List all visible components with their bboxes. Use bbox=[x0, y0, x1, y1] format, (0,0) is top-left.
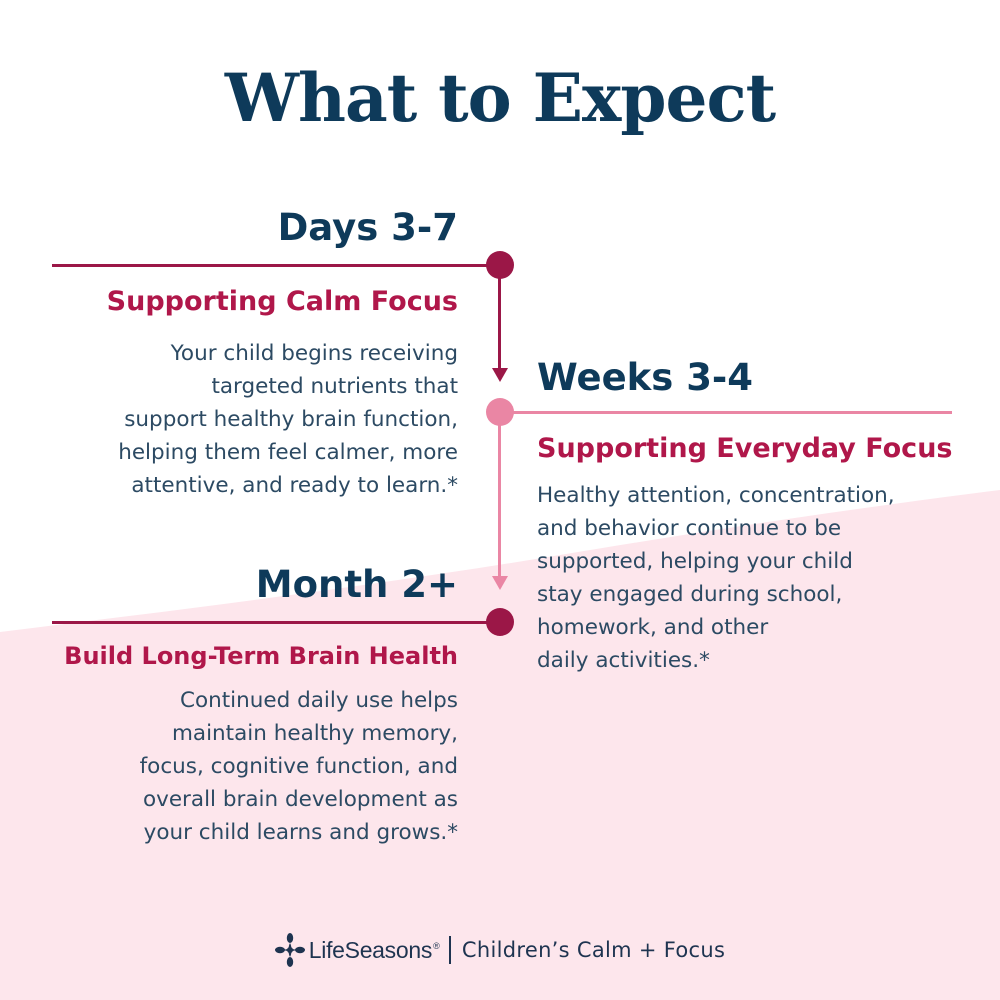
timeline-dot-days bbox=[486, 251, 514, 279]
timeline-dot-weeks bbox=[486, 398, 514, 426]
footer-divider bbox=[449, 936, 451, 964]
timeline-connector-days-weeks bbox=[498, 276, 501, 370]
stage-heading-weeks: Supporting Everyday Focus bbox=[537, 433, 953, 464]
timeline-line-days bbox=[52, 264, 500, 267]
brand-name: LifeSeasons® bbox=[308, 936, 440, 963]
arrow-down-icon bbox=[492, 368, 508, 382]
period-label-days: Days 3-7 bbox=[277, 206, 458, 249]
page-title: What to Expect bbox=[224, 59, 776, 137]
arrow-down-icon bbox=[492, 576, 508, 590]
timeline-line-weeks bbox=[500, 411, 952, 414]
stage-heading-days: Supporting Calm Focus bbox=[106, 286, 458, 317]
timeline-connector-weeks-month bbox=[498, 424, 501, 578]
stage-description-month: Continued daily use helps maintain healt… bbox=[139, 688, 458, 845]
timeline-dot-month bbox=[486, 608, 514, 636]
timeline-line-month bbox=[52, 621, 500, 624]
registered-mark: ® bbox=[433, 940, 440, 951]
lifeseasons-logo-icon bbox=[274, 933, 305, 967]
stage-description-weeks: Healthy attention, concentration, and be… bbox=[537, 483, 895, 673]
period-label-weeks: Weeks 3-4 bbox=[537, 356, 754, 399]
stage-heading-month: Build Long-Term Brain Health bbox=[64, 642, 458, 670]
period-label-month: Month 2+ bbox=[255, 563, 458, 606]
product-name: Children’s Calm + Focus bbox=[461, 938, 726, 962]
stage-description-days: Your child begins receiving targeted nut… bbox=[118, 341, 458, 498]
footer-brand: LifeSeasons® Children’s Calm + Focus bbox=[0, 928, 1000, 972]
